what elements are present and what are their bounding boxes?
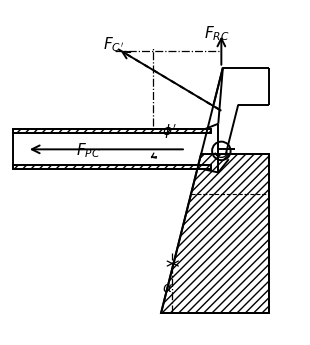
Text: $\phi'$: $\phi'$ [162, 123, 176, 141]
Text: $F_{RC}$: $F_{RC}$ [204, 24, 229, 43]
Polygon shape [13, 129, 210, 133]
Polygon shape [13, 165, 210, 169]
Text: $\alpha$: $\alpha$ [162, 281, 173, 295]
Polygon shape [161, 154, 269, 313]
Text: $F_{PC}$: $F_{PC}$ [76, 141, 101, 160]
Text: $F_{C'}$: $F_{C'}$ [103, 35, 124, 54]
